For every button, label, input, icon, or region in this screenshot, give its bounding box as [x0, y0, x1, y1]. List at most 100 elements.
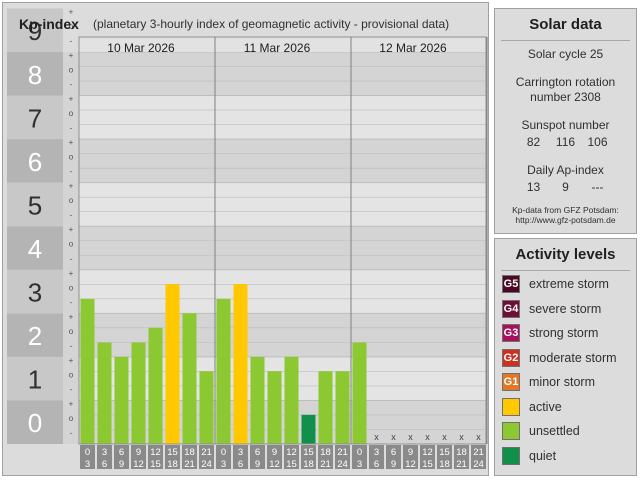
hour-end-label: 12	[133, 459, 144, 470]
y-band	[7, 139, 63, 183]
legend-label: moderate storm	[529, 350, 617, 365]
missing-mark: x	[442, 432, 447, 442]
minor-mark: -	[70, 124, 73, 133]
y-band	[7, 313, 63, 357]
y-band	[7, 400, 63, 444]
legend-item: G3 strong storm	[502, 323, 598, 343]
minor-mark: -	[70, 80, 73, 89]
y-tick-label: 4	[28, 234, 42, 264]
kp-bar	[250, 356, 265, 444]
y-band	[7, 8, 63, 53]
source-note: Kp-data from GFZ Potsdam:	[512, 205, 619, 215]
hour-start-label: 18	[456, 447, 467, 458]
ap-value: ---	[591, 180, 604, 194]
hour-cell	[199, 445, 214, 469]
minor-mark: o	[69, 370, 74, 379]
hour-cell	[471, 445, 486, 469]
hour-cell	[284, 445, 299, 469]
hour-cell	[386, 445, 401, 469]
kp-bar	[267, 371, 282, 444]
divider	[501, 40, 630, 41]
y-tick-label: 6	[28, 147, 42, 177]
hour-end-label: 12	[269, 459, 280, 470]
hour-cell	[369, 445, 384, 469]
hour-start-label: 9	[136, 447, 141, 458]
kp-bar	[318, 371, 333, 444]
hour-cell	[437, 445, 452, 469]
kp-bar	[216, 298, 231, 444]
kp-bar	[148, 327, 163, 444]
solar-cycle: Solar cycle 25	[527, 47, 604, 61]
legend-swatch	[502, 397, 520, 416]
minor-mark: o	[69, 283, 74, 292]
ap-index-title: Daily Ap-index	[527, 163, 604, 177]
kp-bar	[97, 342, 112, 444]
legend-item: G5 extreme storm	[502, 274, 609, 294]
hour-start-label: 21	[201, 447, 212, 458]
y-tick-label: 2	[28, 321, 42, 351]
minor-mark: +	[69, 182, 74, 191]
sunspot-value: 116	[555, 135, 576, 149]
plot-band	[79, 95, 486, 140]
activity-levels-title: Activity levels	[515, 246, 616, 263]
plot-frame	[78, 36, 487, 445]
hour-end-label: 24	[473, 459, 484, 470]
hour-end-label: 24	[337, 459, 348, 470]
date-header	[79, 37, 486, 52]
missing-mark: x	[425, 432, 430, 442]
minor-mark: +	[69, 51, 74, 60]
minor-mark: -	[70, 428, 73, 437]
hour-start-label: 3	[238, 447, 243, 458]
carrington-rotation-number: number 2308	[530, 90, 601, 104]
hour-cell	[335, 445, 350, 469]
y-tick-label: 3	[28, 278, 42, 308]
kp-bar	[284, 356, 299, 444]
divider	[501, 270, 630, 271]
hour-cell	[403, 445, 418, 469]
kp-bar	[165, 284, 180, 444]
chart-title: Kp-index	[19, 16, 79, 32]
hour-start-label: 6	[255, 447, 260, 458]
legend-label: minor storm	[529, 375, 595, 389]
minor-mark-column	[63, 52, 79, 444]
sunspot-value: 106	[587, 135, 608, 149]
day-label-2: 11 Mar 2026	[243, 41, 311, 55]
minor-mark: o	[69, 153, 74, 162]
hour-end-label: 9	[119, 459, 124, 470]
y-band	[7, 269, 63, 314]
missing-mark: x	[391, 432, 396, 442]
kp-bar	[80, 298, 95, 444]
legend-swatch: G1	[502, 373, 520, 391]
minor-mark: -	[70, 341, 73, 350]
chart-subtitle: (planetary 3-hourly index of geomagnetic…	[93, 17, 450, 31]
ap-value: 13	[526, 180, 541, 194]
hour-end-label: 3	[85, 459, 90, 470]
y-tick-label: 7	[28, 103, 42, 133]
legend-label: quiet	[529, 448, 557, 463]
hour-start-label: 18	[320, 447, 331, 458]
hour-cell	[216, 445, 231, 469]
hour-end-label: 15	[286, 459, 297, 470]
kp-bar	[233, 284, 248, 444]
minor-mark: +	[69, 269, 74, 278]
hour-cell	[250, 445, 265, 469]
hour-end-label: 21	[456, 459, 467, 470]
hour-cell	[352, 445, 367, 469]
kp-bar	[335, 371, 350, 444]
hour-end-label: 18	[439, 459, 450, 470]
legend-item: G4 severe storm	[502, 299, 601, 319]
hour-start-label: 6	[391, 447, 396, 458]
y-band	[7, 52, 63, 96]
hour-cell	[131, 445, 146, 469]
hour-start-label: 15	[167, 447, 178, 458]
y-band	[7, 356, 63, 401]
minor-mark: -	[70, 298, 73, 307]
hour-cell	[165, 445, 180, 469]
hour-start-label: 21	[473, 447, 484, 458]
hour-start-label: 12	[150, 447, 161, 458]
minor-mark: +	[69, 312, 74, 321]
plot-band	[79, 313, 486, 357]
hour-end-label: 3	[357, 459, 362, 470]
legend-label: strong storm	[529, 326, 599, 340]
minor-mark: +	[69, 225, 74, 234]
